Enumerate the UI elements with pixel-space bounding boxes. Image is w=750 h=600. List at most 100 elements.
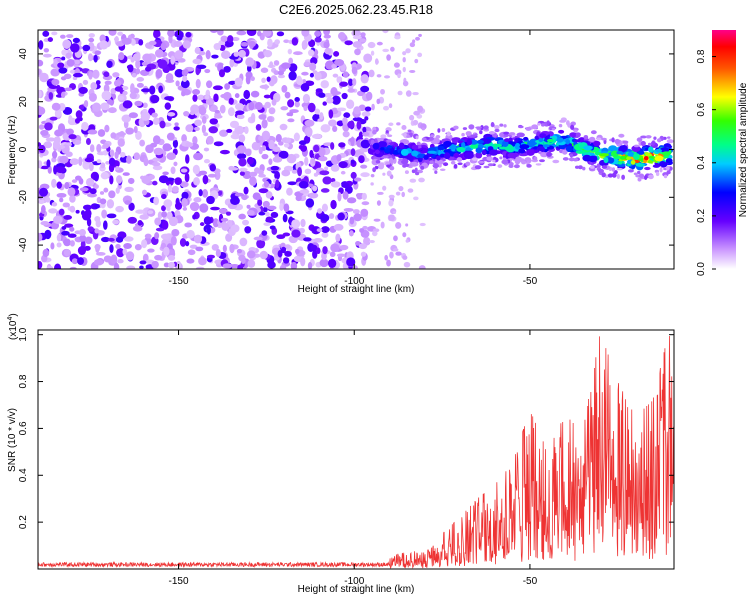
heatmap-noise-cell [228,167,239,171]
heatmap-signal-cell [404,170,409,175]
heatmap-noise-cell [38,124,45,130]
heatmap-noise-cell [115,236,124,243]
heatmap-noise-cell [328,213,335,220]
heatmap-noise-cell [99,198,107,205]
heatmap-noise-cell [65,151,73,158]
heatmap-signal-cell [497,164,503,168]
heatmap-noise-cell [401,191,405,198]
heatmap-noise-cell [210,30,218,33]
heatmap-noise-cell [104,80,112,85]
heatmap-noise-cell [251,141,261,151]
heatmap-signal-cell [518,148,526,154]
heatmap-noise-cell [40,205,46,215]
heatmap-noise-cell [74,117,81,124]
heatmap-noise-cell [229,58,235,68]
heatmap-noise-cell [49,116,58,121]
heatmap-signal-cell [398,158,403,162]
heatmap-signal-cell [483,125,489,130]
heatmap-signal-cell [631,145,641,153]
heatmap-noise-cell [224,83,231,90]
heatmap-noise-cell [106,98,113,105]
heatmap-noise-cell [123,242,132,249]
heatmap-noise-cell [286,153,297,164]
heatmap-noise-cell [301,71,309,76]
heatmap-noise-cell [333,50,340,57]
heatmap-noise-cell [192,136,198,145]
heatmap-noise-cell [214,170,221,181]
heatmap-noise-cell [88,33,95,38]
heatmap-noise-cell [407,188,414,193]
heatmap-signal-cell [411,144,419,150]
heatmap-noise-cell [42,248,50,258]
heatmap-noise-cell [361,201,370,206]
heatmap-noise-cell [185,142,194,148]
heatmap-signal-cell [637,170,641,175]
heatmap-noise-cell [352,35,362,40]
heatmap-noise-cell [163,246,170,256]
heatmap-noise-cell [307,262,313,269]
heatmap-noise-cell [43,48,50,53]
heatmap-noise-cell [348,78,354,87]
heatmap-noise-cell [359,38,367,43]
heatmap-signal-cell [423,154,429,160]
heatmap-noise-cell [119,151,126,158]
heatmap-noise-cell [397,73,401,79]
heatmap-noise-cell [330,164,340,172]
heatmap-noise-cell [189,110,195,116]
heatmap-noise-cell [114,151,119,159]
heatmap-noise-cell [152,117,160,126]
heatmap-signal-cell [572,157,579,162]
heatmap-signal-cell [588,136,596,142]
heatmap-signal-cell [466,138,473,146]
heatmap-noise-cell [215,249,221,258]
heatmap-noise-cell [172,139,179,148]
heatmap-noise-cell [133,125,138,134]
heatmap-signal-cell [499,123,504,127]
heatmap-noise-cell [88,37,95,43]
heatmap-noise-cell [148,174,155,180]
heatmap-noise-cell [255,124,262,131]
heatmap-noise-cell [135,68,141,75]
heatmap-noise-cell [170,235,177,246]
heatmap-signal-cell [582,166,586,171]
heatmap-noise-cell [167,184,172,193]
heatmap-signal-cell [420,165,425,170]
heatmap-signal-cell [461,132,465,137]
heatmap-noise-cell [39,72,49,83]
heatmap-noise-cell [302,93,311,104]
heatmap-noise-cell [89,144,95,153]
snr-frame [37,329,675,570]
heatmap-noise-cell [64,223,74,228]
heatmap-noise-cell [231,36,240,42]
svg-text:(x104): (x104) [7,313,19,340]
heatmap-noise-cell [321,203,329,212]
heatmap-noise-cell [94,204,100,209]
heatmap-noise-cell [43,141,53,149]
heatmap-noise-cell [143,157,149,167]
heatmap-noise-cell [58,208,65,216]
heatmap-noise-cell [218,208,228,214]
heatmap-noise-cell [338,161,348,169]
heatmap-noise-cell [51,102,61,111]
heatmap-noise-cell [38,106,46,116]
heatmap-signal-cell [640,140,646,147]
heatmap-noise-cell [106,60,113,68]
heatmap-noise-cell [239,171,245,176]
heatmap-noise-cell [249,171,258,177]
heatmap-signal-cell [518,153,529,157]
heatmap-signal-cell [503,138,511,143]
heatmap-noise-cell [142,189,148,196]
heatmap-noise-cell [304,119,315,127]
heatmap-noise-cell [328,119,337,127]
heatmap-signal-cell [477,160,485,164]
heatmap-signal-cell [411,169,416,174]
heatmap-noise-cell [38,40,44,50]
heatmap-noise-cell [203,159,211,164]
heatmap-noise-cell [270,211,279,218]
heatmap-noise-cell [79,187,89,192]
heatmap-noise-cell [401,124,407,131]
heatmap-noise-cell [415,36,420,41]
heatmap-noise-cell [129,92,137,100]
heatmap-noise-cell [222,244,227,253]
heatmap-noise-cell [148,40,157,46]
